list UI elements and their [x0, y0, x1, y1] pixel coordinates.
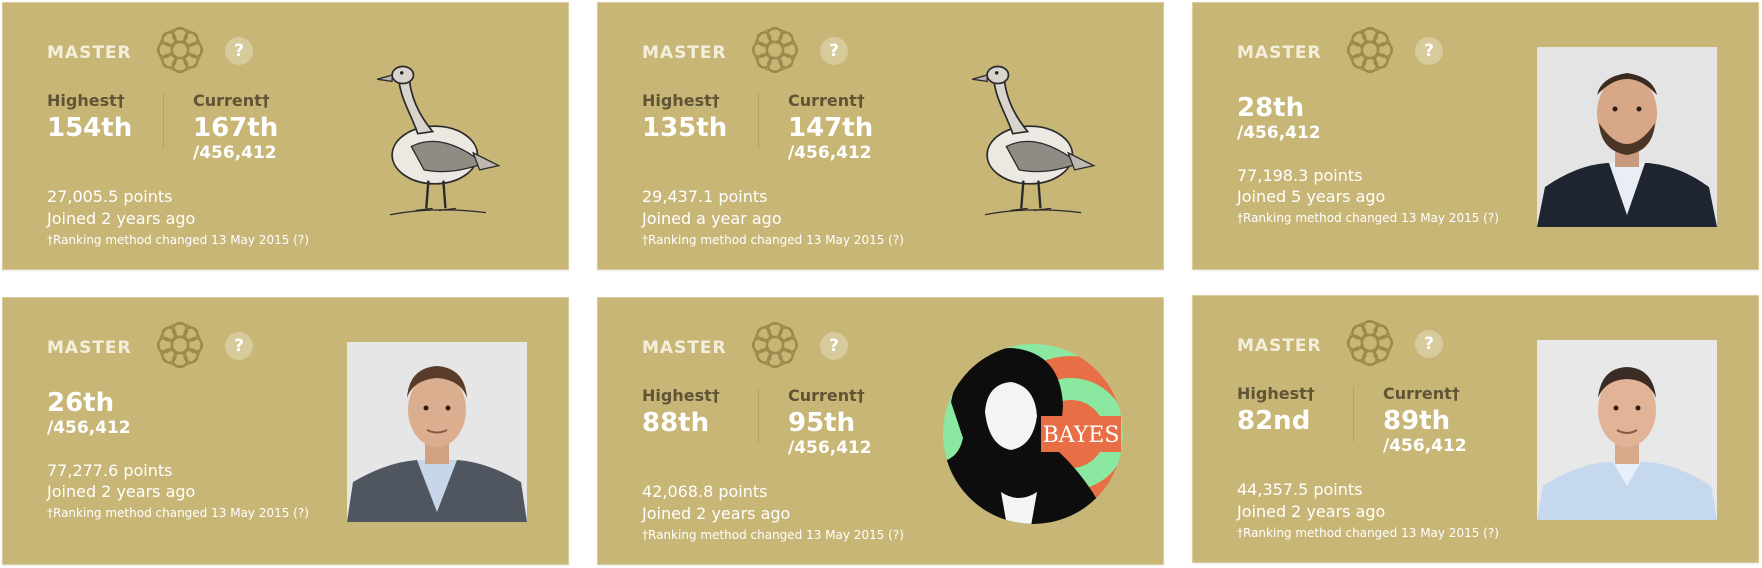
tier-help-button[interactable]: ?: [820, 332, 848, 360]
total-competitors: /456,412: [1237, 123, 1321, 143]
profile-card: MASTER ? 26th /456,412 77,277.6 points J…: [2, 297, 569, 565]
goose-avatar: [376, 65, 500, 216]
tier-help-button[interactable]: ?: [820, 37, 848, 65]
profile-card: MASTER ? Highest† 88th Current† 95th /45…: [597, 297, 1164, 565]
master-emblem-icon: [1346, 26, 1394, 74]
highest-label: Highest†: [642, 91, 720, 110]
total-competitors: /456,412: [193, 143, 277, 163]
points-text: 77,198.3 points: [1237, 166, 1363, 185]
profile-card: MASTER ? 28th /456,412 77,198.3 points J…: [1192, 2, 1759, 270]
tier-label: MASTER: [1237, 43, 1322, 63]
tier-label: MASTER: [642, 338, 727, 358]
tier-label: MASTER: [47, 338, 132, 358]
master-emblem-icon: [1346, 319, 1394, 367]
total-competitors: /456,412: [47, 418, 131, 438]
current-rank: 147th: [788, 113, 874, 143]
ranking-note-link[interactable]: †Ranking method changed 13 May 2015 (?): [47, 233, 309, 247]
highest-rank: 82nd: [1237, 406, 1311, 436]
total-competitors: /456,412: [788, 143, 872, 163]
ranking-note-link[interactable]: †Ranking method changed 13 May 2015 (?): [1237, 526, 1499, 540]
tier-help-button[interactable]: ?: [1415, 37, 1443, 65]
rank-divider: [758, 93, 759, 149]
tier-help-button[interactable]: ?: [225, 37, 253, 65]
man-blue-shirt-avatar: [1537, 340, 1717, 520]
points-text: 44,357.5 points: [1237, 480, 1363, 499]
highest-label: Highest†: [1237, 384, 1315, 403]
current-rank: 167th: [193, 113, 279, 143]
points-text: 27,005.5 points: [47, 187, 173, 206]
master-emblem-icon: [156, 321, 204, 369]
joined-text: Joined 2 years ago: [1237, 502, 1386, 521]
current-label: Current†: [788, 91, 865, 110]
tier-label: MASTER: [642, 43, 727, 63]
tier-help-button[interactable]: ?: [225, 332, 253, 360]
master-emblem-icon: [751, 321, 799, 369]
tier-label: MASTER: [47, 43, 132, 63]
ranking-note-link[interactable]: †Ranking method changed 13 May 2015 (?): [1237, 211, 1499, 225]
highest-label: Highest†: [642, 386, 720, 405]
ranking-note-link[interactable]: †Ranking method changed 13 May 2015 (?): [642, 528, 904, 542]
master-emblem-icon: [156, 26, 204, 74]
current-label: Current†: [1383, 384, 1460, 403]
tier-label: MASTER: [1237, 336, 1322, 356]
tier-help-button[interactable]: ?: [1415, 330, 1443, 358]
profile-card: MASTER ? Highest† 154th Current† 167th /…: [2, 2, 569, 270]
highest-rank: 88th: [642, 408, 710, 438]
master-emblem-icon: [751, 26, 799, 74]
ranking-note-link[interactable]: †Ranking method changed 13 May 2015 (?): [642, 233, 904, 247]
joined-text: Joined a year ago: [642, 209, 782, 228]
goose-avatar: [971, 65, 1095, 216]
ranking-note-link[interactable]: †Ranking method changed 13 May 2015 (?): [47, 506, 309, 520]
bayes-avatar: BAYES: [943, 344, 1123, 524]
user-avatar: [347, 342, 527, 522]
bayes-logo-text: BAYES: [1043, 423, 1120, 448]
rank-divider: [163, 93, 164, 149]
user-avatar: [1537, 47, 1717, 227]
highest-rank: 135th: [642, 113, 728, 143]
current-rank: 89th: [1383, 406, 1451, 436]
rank-divider: [1353, 386, 1354, 442]
rank-divider: [758, 388, 759, 444]
joined-text: Joined 2 years ago: [47, 209, 196, 228]
joined-text: Joined 2 years ago: [47, 482, 196, 501]
current-label: Current†: [788, 386, 865, 405]
bearded-man-avatar: [1537, 47, 1717, 227]
joined-text: Joined 2 years ago: [642, 504, 791, 523]
highest-label: Highest†: [47, 91, 125, 110]
total-competitors: /456,412: [1383, 436, 1467, 456]
current-rank: 28th: [1237, 93, 1305, 123]
highest-rank: 154th: [47, 113, 133, 143]
joined-text: Joined 5 years ago: [1237, 187, 1386, 206]
current-rank: 95th: [788, 408, 856, 438]
profile-card: MASTER ? Highest† 135th Current† 147th /…: [597, 2, 1164, 270]
current-rank: 26th: [47, 388, 115, 418]
points-text: 29,437.1 points: [642, 187, 768, 206]
profile-card: MASTER ? Highest† 82nd Current† 89th /45…: [1192, 295, 1759, 563]
points-text: 42,068.8 points: [642, 482, 768, 501]
current-label: Current†: [193, 91, 270, 110]
user-avatar: [1537, 340, 1717, 520]
points-text: 77,277.6 points: [47, 461, 173, 480]
total-competitors: /456,412: [788, 438, 872, 458]
man-grey-suit-avatar: [347, 342, 527, 522]
